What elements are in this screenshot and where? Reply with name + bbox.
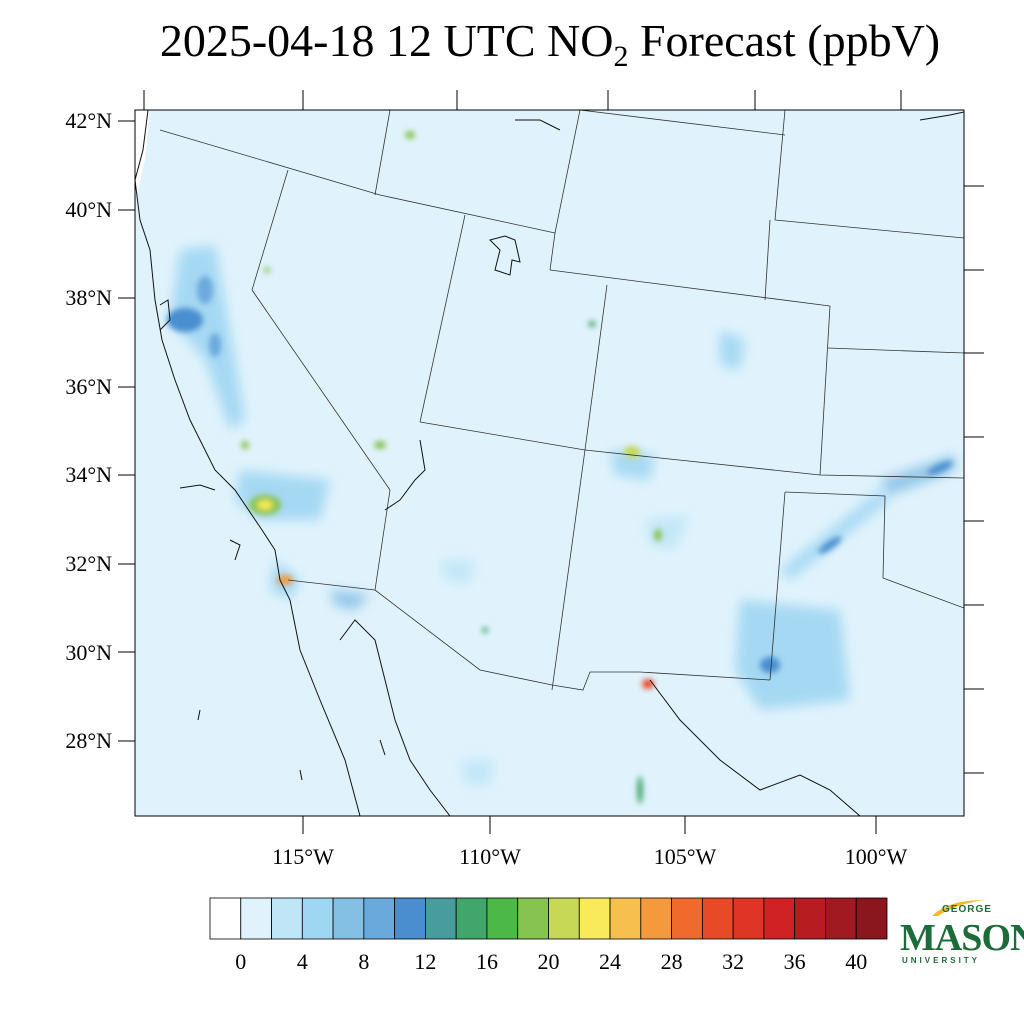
plot-frame	[134, 109, 965, 817]
colorbar-swatch-0	[209, 897, 242, 940]
colorbar-label-4: 16	[475, 949, 498, 974]
colorbar-swatch-7	[425, 897, 457, 940]
logo-swoosh-icon	[932, 900, 984, 916]
lat-label-5: 32°N	[65, 551, 112, 576]
colorbar-swatch-1	[240, 897, 272, 940]
colorbar-label-2: 8	[358, 949, 370, 974]
colorbar-label-1: 4	[296, 949, 308, 974]
colorbar-swatch-10	[517, 897, 549, 940]
lat-label-2: 38°N	[65, 285, 112, 311]
lat-label-6: 30°N	[65, 639, 112, 665]
colorbar-swatch-18	[763, 897, 796, 940]
colorbar	[209, 897, 888, 940]
colorbar-swatch-21	[855, 897, 888, 940]
colorbar-swatch-4	[332, 897, 365, 940]
colorbar-label-3: 12	[414, 949, 437, 974]
lat-label-1: 40°N	[65, 196, 112, 222]
coastlines	[135, 110, 964, 816]
colorbar-label-8: 32	[722, 949, 745, 974]
colorbar-label-10: 40	[845, 949, 868, 974]
right-ticks	[964, 185, 984, 774]
colorbar-swatch-2	[271, 897, 303, 940]
logo-mason: MASON	[900, 917, 1024, 959]
ocean	[135, 110, 150, 200]
colorbar-swatch-17	[732, 897, 765, 940]
lon-label-3: 100°W	[844, 844, 908, 869]
colorbar-swatch-14	[640, 897, 672, 940]
colorbar-swatch-8	[455, 897, 488, 940]
colorbar-swatch-6	[394, 897, 426, 940]
colorbar-swatch-9	[486, 897, 519, 940]
lat-label-7: 28°N	[65, 728, 112, 754]
lat-label-4: 34°N	[65, 462, 112, 488]
colorbar-swatch-19	[794, 897, 826, 940]
colorbar-label-0: 0	[235, 949, 247, 974]
colorbar-swatch-20	[825, 897, 857, 940]
lat-label-3: 36°N	[65, 373, 112, 399]
colorbar-swatch-3	[301, 897, 334, 940]
colorbar-swatch-16	[701, 897, 734, 940]
no2-hotspots	[167, 131, 953, 804]
lat-ticks	[118, 120, 135, 742]
top-ticks	[143, 90, 902, 110]
state-boundaries	[159, 110, 964, 691]
george-mason-logo: GEORGE MASON UNIVERSITY	[898, 898, 1024, 968]
lat-label-0: 42°N	[65, 108, 112, 133]
colorbar-label-9: 36	[783, 949, 806, 974]
lon-label-2: 105°W	[653, 844, 717, 869]
lon-ticks	[302, 816, 877, 834]
colorbar-label-7: 28	[660, 949, 683, 974]
colorbar-swatch-15	[671, 897, 703, 940]
logo-university: UNIVERSITY	[902, 956, 981, 965]
colorbar-swatch-13	[609, 897, 642, 940]
lon-label-0: 115°W	[272, 844, 334, 869]
colorbar-label-6: 24	[599, 949, 622, 974]
colorbar-swatch-11	[548, 897, 580, 940]
lon-label-1: 110°W	[459, 844, 521, 869]
colorbar-swatch-5	[363, 897, 396, 940]
colorbar-swatch-12	[578, 897, 611, 940]
plot-area	[135, 110, 964, 816]
map-title: 2025-04-18 12 UTC NO2 Forecast (ppbV)	[159, 15, 941, 74]
logo-george: GEORGE	[942, 904, 992, 915]
colorbar-label-5: 20	[537, 949, 560, 974]
